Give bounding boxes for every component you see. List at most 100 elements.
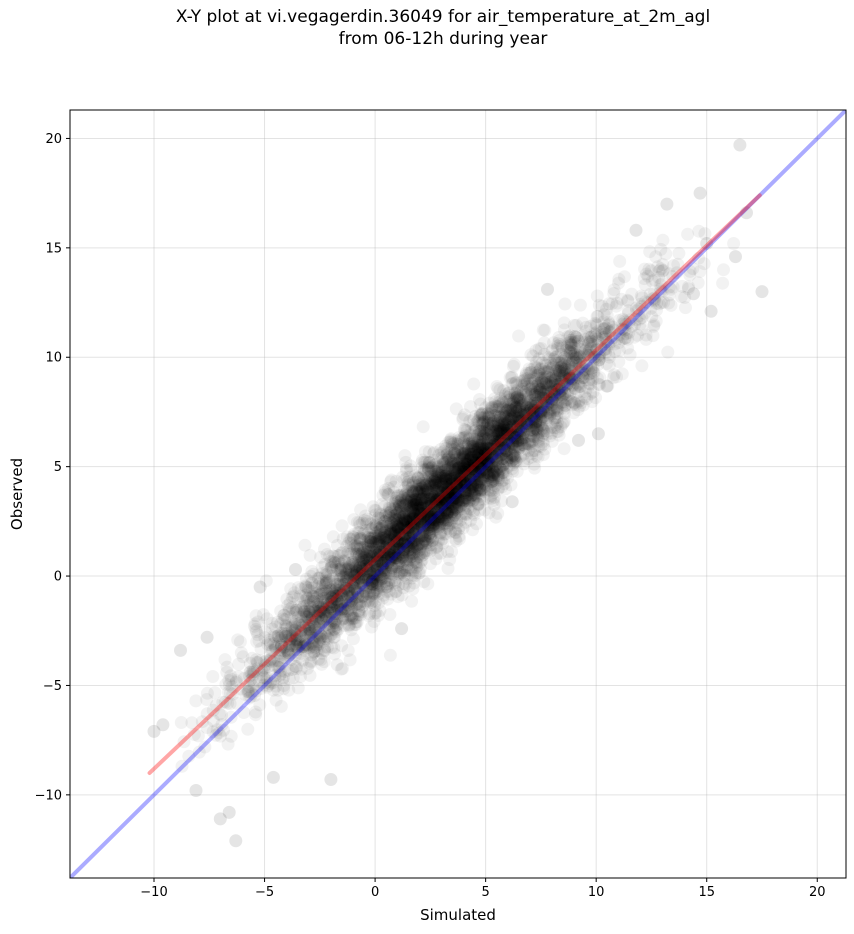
data-point <box>459 469 473 482</box>
data-point <box>492 434 506 448</box>
data-point <box>431 480 444 494</box>
data-point <box>273 668 287 682</box>
data-point <box>336 662 349 675</box>
data-point <box>435 494 449 508</box>
data-point <box>414 506 428 520</box>
data-point <box>299 588 313 602</box>
data-point <box>350 585 364 599</box>
data-point <box>438 497 452 511</box>
data-point <box>471 497 485 511</box>
data-point <box>299 594 312 607</box>
data-point <box>616 322 630 336</box>
data-point <box>368 545 382 559</box>
data-point <box>312 600 326 614</box>
data-point <box>290 638 304 652</box>
data-point <box>390 519 404 533</box>
data-point <box>441 506 455 520</box>
data-point <box>315 605 329 619</box>
data-point <box>635 359 649 373</box>
data-point <box>427 470 441 484</box>
data-point <box>294 624 308 638</box>
data-point <box>249 625 263 639</box>
data-point <box>385 503 399 517</box>
data-point <box>504 425 517 439</box>
data-point <box>388 533 401 547</box>
data-point <box>252 634 266 648</box>
data-point <box>423 477 437 491</box>
data-point <box>269 693 283 707</box>
data-point <box>404 495 418 508</box>
data-point <box>402 516 415 530</box>
data-point <box>400 487 413 501</box>
data-point <box>343 653 357 667</box>
data-point <box>377 531 391 545</box>
data-point <box>558 361 572 375</box>
data-point <box>401 477 415 491</box>
data-point <box>377 528 391 542</box>
data-point <box>408 509 422 523</box>
data-point <box>421 518 435 532</box>
data-point <box>391 519 405 533</box>
data-point <box>458 462 472 475</box>
data-point <box>453 468 467 482</box>
data-point <box>581 335 595 349</box>
data-point <box>297 594 311 608</box>
data-point <box>562 387 576 401</box>
data-point <box>305 636 319 649</box>
data-point <box>282 672 296 686</box>
data-point <box>404 514 418 528</box>
data-point <box>536 435 550 449</box>
data-point <box>549 369 563 382</box>
data-point <box>410 542 424 555</box>
data-point <box>615 367 629 381</box>
data-point <box>249 684 263 698</box>
data-point <box>336 602 350 616</box>
data-point <box>325 627 339 641</box>
data-point <box>422 461 435 475</box>
data-point <box>438 492 451 506</box>
data-point <box>497 477 511 491</box>
data-point <box>384 524 398 538</box>
data-point <box>443 496 457 510</box>
data-point <box>416 420 430 434</box>
data-point <box>440 452 454 466</box>
data-point <box>585 348 599 362</box>
data-point <box>550 401 564 415</box>
data-point <box>533 383 547 397</box>
data-point <box>484 455 498 469</box>
data-point <box>413 511 427 525</box>
data-point <box>498 416 512 430</box>
data-point <box>399 461 413 475</box>
data-point <box>463 463 477 477</box>
data-point <box>565 372 579 386</box>
data-point <box>379 534 393 548</box>
data-point <box>469 485 483 498</box>
data-point <box>256 608 270 622</box>
data-point <box>496 415 510 428</box>
data-point <box>560 372 573 386</box>
data-point <box>350 560 364 574</box>
data-point <box>478 415 492 429</box>
data-point <box>487 486 501 500</box>
data-point <box>413 504 427 517</box>
data-point <box>290 635 304 649</box>
data-point <box>554 384 568 398</box>
data-point <box>727 237 741 250</box>
data-point <box>450 501 463 515</box>
data-point <box>388 551 402 565</box>
data-point <box>442 522 456 536</box>
data-point <box>647 294 661 308</box>
data-point <box>398 492 412 506</box>
data-point <box>440 495 454 509</box>
data-point <box>559 398 573 412</box>
data-point <box>327 622 341 636</box>
data-point <box>521 417 535 431</box>
data-point <box>336 613 350 626</box>
data-point <box>424 507 438 521</box>
data-point <box>407 494 421 508</box>
data-point <box>436 453 450 467</box>
data-point <box>418 463 431 477</box>
data-point <box>564 333 578 347</box>
data-point <box>506 453 520 467</box>
data-point <box>463 452 477 466</box>
